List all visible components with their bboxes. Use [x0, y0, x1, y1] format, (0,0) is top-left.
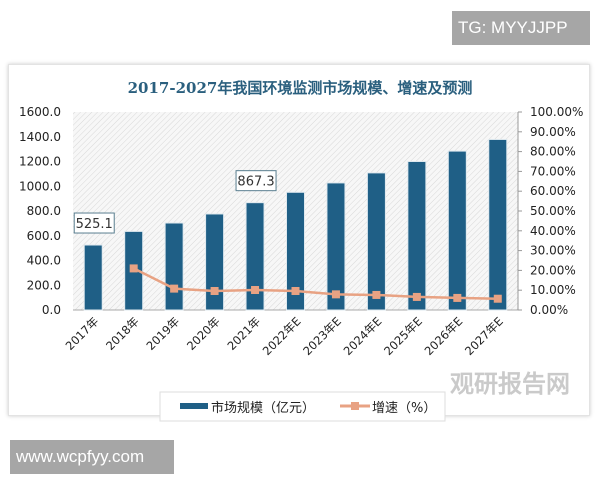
x-tick-label: 2026年E	[422, 314, 466, 358]
legend-bar-label: 市场规模（亿元）	[211, 400, 315, 416]
x-tick-label: 2020年	[184, 314, 223, 353]
legend-bar-swatch	[180, 403, 208, 409]
legend-line-marker	[351, 402, 359, 410]
bar	[245, 202, 265, 311]
data-label: 867.3	[237, 175, 274, 190]
data-label-box	[73, 212, 115, 234]
y2-tick-label: 100.00%	[530, 105, 583, 119]
bar	[205, 213, 225, 311]
bar	[488, 138, 508, 311]
y-tick-label: 200.0	[27, 278, 61, 292]
growth-point	[493, 294, 502, 303]
watermark-site: www.wcpfyy.com	[10, 440, 174, 474]
bar	[447, 150, 467, 311]
y-tick-label: 400.0	[27, 254, 61, 268]
bar	[326, 182, 346, 311]
y2-tick-label: 30.00%	[530, 244, 576, 258]
growth-point	[170, 284, 179, 293]
y2-tick-label: 20.00%	[530, 263, 576, 277]
growth-point	[331, 290, 340, 299]
y-tick-label: 1000.0	[19, 179, 61, 193]
growth-point	[412, 292, 421, 301]
bar	[407, 161, 427, 311]
x-tick-label: 2022年E	[260, 314, 304, 358]
data-label: 525.1	[76, 217, 113, 232]
x-tick-label: 2023年E	[300, 314, 344, 358]
growth-point	[291, 286, 300, 295]
legend-line-label: 增速（%）	[372, 401, 436, 416]
chart-title: 2017-2027年我国环境监测市场规模、增速及预测	[128, 79, 473, 97]
x-tick-label: 2024年E	[341, 314, 385, 358]
y-tick-label: 0.0	[42, 303, 61, 317]
watermark-logo: 观研报告网	[450, 370, 570, 398]
watermark-tg: TG: MYYJJPP	[452, 11, 590, 45]
x-tick-label: 2019年	[144, 314, 183, 353]
growth-point	[210, 286, 219, 295]
y-tick-label: 800.0	[27, 204, 61, 218]
bar	[164, 222, 184, 311]
y2-tick-label: 40.00%	[530, 224, 576, 238]
x-tick-label: 2018年	[103, 314, 142, 353]
bar	[286, 191, 305, 311]
bar	[366, 172, 386, 311]
x-tick-label: 2017年	[63, 314, 102, 353]
x-tick-label: 2025年E	[381, 314, 425, 358]
y-tick-label: 1200.0	[19, 155, 61, 169]
x-tick-label: 2027年E	[462, 314, 506, 358]
y2-tick-label: 60.00%	[530, 184, 576, 198]
y2-tick-label: 90.00%	[530, 125, 576, 139]
growth-point	[372, 290, 381, 299]
y2-tick-label: 10.00%	[530, 283, 576, 297]
growth-point	[453, 293, 462, 302]
y-tick-label: 1600.0	[19, 105, 61, 119]
data-label-box	[235, 170, 277, 192]
y-tick-label: 1400.0	[19, 130, 61, 144]
y2-tick-label: 70.00%	[530, 164, 576, 178]
y2-tick-label: 0.00%	[530, 303, 568, 317]
bar	[83, 244, 103, 311]
growth-line	[133, 267, 498, 300]
growth-point	[251, 286, 260, 295]
y2-tick-label: 50.00%	[530, 204, 576, 218]
y2-tick-label: 80.00%	[530, 145, 576, 159]
growth-point	[129, 264, 138, 273]
x-tick-label: 2021年	[224, 314, 263, 353]
y-tick-label: 600.0	[27, 229, 61, 243]
